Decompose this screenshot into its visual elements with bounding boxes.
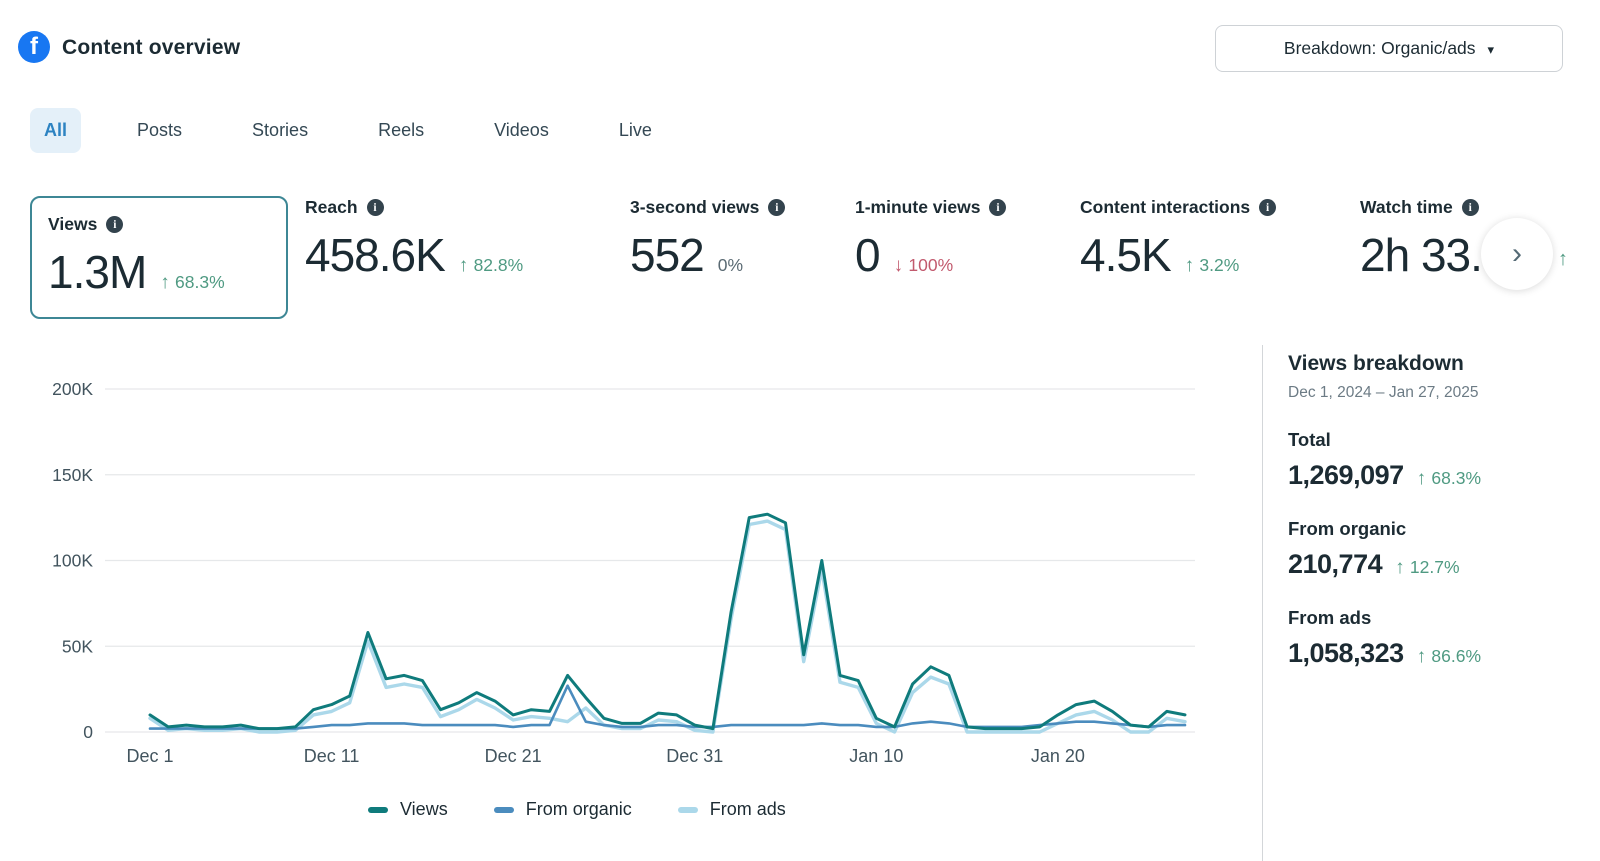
x-axis-tick: Dec 31 <box>666 746 723 766</box>
breakdown-row-label: Total <box>1288 429 1331 450</box>
legend-item-views[interactable]: Views <box>368 799 448 820</box>
legend-label: From ads <box>709 799 786 819</box>
metric-card-content-interactions[interactable]: Content interactions i 4.5K ↑ 3.2% <box>1080 197 1277 282</box>
y-axis-tick: 150K <box>52 465 93 485</box>
arrow-down-icon: ↓ <box>893 255 909 276</box>
series-line-from-organic <box>148 684 1187 730</box>
info-icon[interactable]: i <box>989 199 1007 216</box>
arrow-up-icon: ↑ <box>1184 255 1200 276</box>
x-axis-tick: Jan 20 <box>1031 746 1085 766</box>
breakdown-row-value: 1,269,097 <box>1288 460 1404 490</box>
metric-delta: ↑ 86.6% <box>1416 646 1482 667</box>
arrow-up-icon: ↑ <box>1416 646 1432 667</box>
page-title: Content overview <box>62 36 241 59</box>
breakdown-row-total: Total 1,269,097 ↑ 68.3% <box>1288 429 1580 491</box>
metric-card-views[interactable]: Views i 1.3M ↑ 68.3% <box>30 196 288 319</box>
arrow-up-icon: ↑ <box>1395 557 1410 578</box>
arrow-up-icon: ↑ <box>160 272 176 293</box>
metric-value: 1.3M <box>48 246 147 298</box>
metric-value: 2h 33. <box>1360 229 1483 281</box>
metric-delta: 0% <box>717 255 744 275</box>
panel-divider <box>1262 345 1263 861</box>
metric-delta: ↑ 68.3% <box>1416 468 1482 489</box>
breakdown-row-from-organic: From organic 210,774 ↑ 12.7% <box>1288 518 1580 580</box>
breakdown-row-label: From organic <box>1288 518 1407 539</box>
series-line-from-ads <box>148 519 1187 734</box>
breakdown-row-value: 210,774 <box>1288 549 1383 579</box>
metric-label: Content interactions <box>1080 197 1251 217</box>
tab-reels[interactable]: Reels <box>378 120 425 140</box>
info-icon[interactable]: i <box>768 199 786 216</box>
metric-delta: ↑ 82.8% <box>458 255 524 276</box>
breakdown-row-from-ads: From ads 1,058,323 ↑ 86.6% <box>1288 607 1580 669</box>
metric-delta: ↑ 3.2% <box>1184 255 1240 276</box>
tab-live[interactable]: Live <box>618 120 652 140</box>
metric-value: 4.5K <box>1080 229 1172 281</box>
breakdown-dropdown-button[interactable]: Breakdown: Organic/ads ▾ <box>1215 25 1563 72</box>
legend-item-from-organic[interactable]: From organic <box>493 799 632 820</box>
metric-delta: ↓ 100% <box>893 255 954 276</box>
arrow-up-icon: ↑ <box>1416 468 1432 489</box>
info-icon[interactable]: i <box>1461 199 1479 216</box>
info-icon[interactable]: i <box>106 216 124 233</box>
metric-value: 0 <box>855 229 881 281</box>
metrics-scroll-next-button[interactable]: › <box>1481 218 1553 290</box>
views-breakdown-rows: Total 1,269,097 ↑ 68.3% From organic 210,774… <box>1288 429 1580 669</box>
chevron-right-icon: › <box>1512 237 1522 270</box>
tab-videos[interactable]: Videos <box>494 120 549 140</box>
y-axis-tick: 0 <box>83 722 93 742</box>
x-axis-tick: Dec 1 <box>126 746 173 766</box>
metric-delta: ↑ 68.3% <box>160 272 225 293</box>
series-line-views <box>148 512 1187 731</box>
y-axis-tick: 50K <box>62 636 93 656</box>
content-type-tabs: All Posts Stories Reels Videos Live <box>30 108 666 153</box>
breakdown-row-label: From ads <box>1288 607 1372 628</box>
breakdown-row-value: 1,058,323 <box>1288 638 1404 668</box>
caret-down-icon: ▾ <box>1487 41 1495 57</box>
breakdown-dropdown-label: Breakdown: Organic/ads <box>1283 38 1476 58</box>
metric-label: Reach <box>305 197 358 217</box>
metric-label: 1-minute views <box>855 197 981 217</box>
tab-posts[interactable]: Posts <box>137 120 183 140</box>
legend-label: Views <box>400 799 448 819</box>
y-axis-tick: 200K <box>52 379 93 399</box>
facebook-icon: f <box>18 31 50 63</box>
chart-legend: Views From organic From ads <box>368 799 786 820</box>
views-breakdown-panel: Views breakdown Dec 1, 2024 – Jan 27, 20… <box>1288 352 1580 669</box>
metric-value: 458.6K <box>305 229 446 281</box>
legend-swatch <box>677 806 698 813</box>
y-axis-tick: 100K <box>52 551 93 571</box>
metric-card-3-second-views[interactable]: 3-second views i 552 0% <box>630 197 786 282</box>
watch-time-delta-arrow: ↑ <box>1558 248 1568 270</box>
x-axis-tick: Dec 21 <box>485 746 542 766</box>
metric-label: Views <box>48 214 98 234</box>
metric-label: Watch time <box>1360 197 1453 217</box>
metric-label: 3-second views <box>630 197 760 217</box>
tab-stories[interactable]: Stories <box>252 120 309 140</box>
arrow-up-icon: ↑ <box>458 255 474 276</box>
views-breakdown-title: Views breakdown <box>1288 352 1464 375</box>
x-axis-tick: Dec 11 <box>304 746 360 766</box>
metric-card-watch-time[interactable]: Watch time i 2h 33. <box>1360 197 1483 282</box>
x-axis-tick: Jan 10 <box>849 746 903 766</box>
metric-card-1-minute-views[interactable]: 1-minute views i 0 ↓ 100% <box>855 197 1007 282</box>
tab-all[interactable]: All <box>30 108 82 153</box>
legend-label: From organic <box>525 799 632 819</box>
metric-value: 552 <box>630 229 705 281</box>
info-icon[interactable]: i <box>1259 199 1277 216</box>
legend-item-from-ads[interactable]: From ads <box>677 799 786 820</box>
info-icon[interactable]: i <box>366 199 384 216</box>
views-breakdown-date-range: Dec 1, 2024 – Jan 27, 2025 <box>1288 384 1479 401</box>
legend-swatch <box>368 806 388 813</box>
metric-delta: ↑ 12.7% <box>1395 557 1460 578</box>
metric-card-reach[interactable]: Reach i 458.6K ↑ 82.8% <box>305 197 523 282</box>
legend-swatch <box>493 806 514 813</box>
views-line-chart[interactable]: 0 50K 100K 150K 200K Dec 1 Dec 11 Dec 21 Dec 31 J… <box>50 352 1210 780</box>
